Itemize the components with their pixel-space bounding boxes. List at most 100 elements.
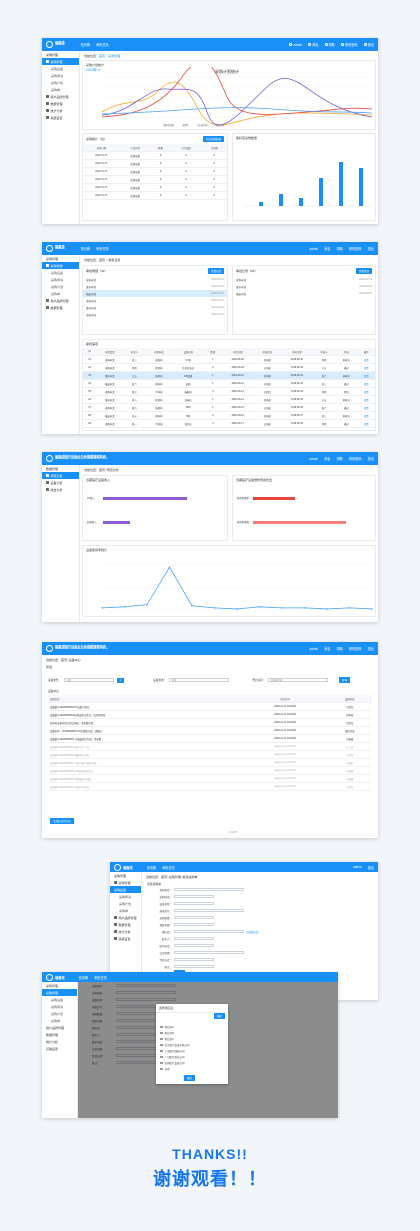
sidebar-item[interactable]: 采购管理 — [46, 983, 59, 988]
logout-button[interactable]: 退出 — [367, 457, 374, 461]
list-item[interactable]: 采购申请 2018-09-01 — [236, 278, 372, 282]
user-menu[interactable]: admin — [309, 246, 319, 251]
dialog-option[interactable]: 供应商C — [160, 1036, 224, 1042]
table-row[interactable]: 设备编号20180628008 DR设备保养完成 2018-11-11 10:36… — [48, 766, 372, 775]
form-input[interactable] — [174, 908, 244, 913]
nav-approve[interactable]: 审批任务 — [96, 43, 109, 47]
checkbox[interactable] — [160, 1025, 163, 1029]
table-row[interactable]: 设备编号20180628004 已报废登记完成，请查看 2018-11-11 10… — [48, 734, 372, 743]
form-input[interactable] — [174, 915, 214, 920]
sidebar-item[interactable]: 采购管理 — [110, 879, 141, 886]
sidebar-subitem[interactable]: 采购计划 — [51, 284, 64, 289]
form-input[interactable] — [116, 997, 176, 1002]
sidebar-subitem[interactable]: 采购单 — [119, 908, 129, 913]
dialog-option[interactable]: 其他 — [160, 1066, 224, 1072]
sidebar-item[interactable]: 数据管理 — [46, 466, 59, 471]
table-row[interactable]: 放射科设备申请已提交审核，请查看详情 2018-11-11 10:36:00 已提交 — [48, 718, 372, 727]
register-date-input[interactable]: 请选择时间 — [268, 677, 329, 683]
sidebar-item[interactable]: 基础设置 — [42, 114, 79, 121]
sidebar-item-active[interactable]: 增值分析 — [42, 472, 79, 479]
help-button[interactable]: 帮助 — [336, 457, 343, 461]
msg-button[interactable]: 消息 — [324, 457, 331, 461]
search-button[interactable]: 查询 — [339, 677, 351, 683]
logout-button[interactable]: 退出 — [367, 247, 374, 251]
sidebar-item[interactable]: 设备分析 — [42, 479, 79, 486]
table-row[interactable]: 02 采购申请 李四 检验科 生化分析仪 2 2018-08-09 已审批 2018-08-10… — [83, 363, 375, 372]
sidebar-item[interactable]: 统计分析 — [46, 1039, 59, 1044]
form-input[interactable] — [174, 901, 214, 906]
dialog-option[interactable]: 供应商A — [160, 1024, 224, 1030]
sidebar-subitem[interactable]: 采购申请 — [119, 894, 132, 899]
sidebar-subitem[interactable]: 采购单 — [51, 87, 61, 92]
nav-home[interactable]: 首页概 — [146, 865, 157, 870]
form-input[interactable] — [116, 990, 176, 995]
sidebar-item[interactable]: 采购管理 — [46, 52, 59, 57]
sidebar-subitem[interactable]: 采购设备 — [51, 270, 64, 275]
nav-home[interactable]: 首页概 — [80, 43, 91, 47]
form-input[interactable] — [174, 894, 214, 899]
sidebar-item[interactable]: 效益分析 — [42, 486, 79, 493]
sidebar-subitem[interactable]: 采购计划 — [51, 1011, 64, 1016]
form-input[interactable] — [174, 929, 244, 934]
sidebar-subitem[interactable]: 采购计划 — [119, 901, 132, 906]
pagination[interactable]: < 1 2 3 > — [228, 831, 238, 834]
table-row[interactable]: 05 采购申请 钱七 手术室 麻醉机 3 2018-08-13 已驳回 2018-08-14 李四… — [83, 387, 375, 396]
sidebar-item-active[interactable]: 采购管理 — [42, 262, 79, 269]
checkbox[interactable] — [160, 1043, 163, 1047]
form-input[interactable] — [174, 887, 244, 892]
table-row[interactable]: 设备名称：20180628003 CT机维修完成，请确认 2018-11-11 1… — [48, 726, 372, 735]
table-row[interactable]: 01 采购申请 张三 放射科 CT机 1 2018-08-08 待审批 2018-08-10 李四… — [83, 355, 375, 364]
sidebar-item[interactable]: 用户品牌管理 — [42, 93, 79, 100]
dialog-option[interactable]: 上海医疗器械公司 — [160, 1048, 224, 1054]
list-item[interactable]: 维修申请 2018-09-01 — [86, 285, 224, 289]
table-row[interactable]: 设备编号20180628007 生化分析仪巡检完成 2018-11-11 10:3… — [48, 758, 372, 767]
checkbox[interactable] — [160, 1031, 163, 1035]
sidebar-item[interactable]: 统计分析 — [42, 107, 79, 114]
form-input[interactable] — [116, 983, 176, 988]
dialog-option[interactable]: 供应商B — [160, 1030, 224, 1036]
checkbox[interactable] — [160, 1037, 163, 1041]
sidebar-subitem[interactable]: 采购申请 — [51, 1004, 64, 1009]
sidebar-subitem[interactable]: 采购设备 — [51, 66, 64, 71]
sidebar-item[interactable]: 采购管理 — [46, 256, 59, 261]
edit-password-button[interactable]: 修改密码 — [340, 42, 358, 47]
form-input[interactable] — [174, 964, 214, 969]
sidebar-subitem-active[interactable]: 采购设备 — [110, 886, 141, 893]
export-button[interactable]: 导出采购数量 — [202, 136, 224, 142]
sidebar-subitem[interactable]: 采购单 — [51, 291, 61, 296]
sidebar-item-active[interactable]: 采购管理 — [42, 989, 77, 996]
add-supplier-link[interactable]: 添加供应商 — [246, 930, 259, 934]
sidebar-item[interactable]: 数据管理 — [42, 304, 79, 311]
list-item[interactable]: 采购申请 2018-09-01 — [86, 299, 224, 303]
user-menu[interactable]: admin — [309, 646, 319, 651]
sidebar-subitem[interactable]: 采购计划 — [51, 80, 64, 85]
form-input[interactable] — [174, 950, 244, 955]
table-row[interactable]: 09 采购申请 郑一 手术室 监护仪 4 2018-08-17 已审批 2018-08-18 李四… — [83, 419, 375, 428]
sidebar-item-active[interactable]: 采购管理 — [42, 58, 79, 65]
edit-password-button[interactable]: 修改密码 — [348, 457, 362, 461]
msg-button[interactable]: 消息 — [324, 647, 331, 651]
type-dropdown-button[interactable]: ▾ — [116, 677, 125, 683]
list-item[interactable]: 维修申请 2018-09-01 — [236, 285, 372, 289]
sidebar-subitem[interactable]: 采购单 — [51, 1018, 61, 1023]
dialog-option[interactable]: 广州医疗科技公司 — [160, 1054, 224, 1060]
sidebar-item[interactable]: 采购管理 — [114, 873, 127, 878]
user-menu[interactable]: admin — [289, 43, 302, 47]
sidebar-item[interactable]: 统计分析 — [110, 928, 141, 935]
table-row[interactable]: 设备编号20180628002彩超设备已登记，请尽快审核 2018-11-11 1… — [48, 710, 372, 719]
user-menu[interactable]: admin — [309, 456, 319, 461]
table-row[interactable]: 04 报废申请 赵六 超声科 彩超 1 2018-08-12 已审批 2018-08-13 张三通… — [83, 379, 375, 388]
table-row[interactable]: 08 报废申请 吴十 超声科 B超 2 2018-08-16 待审批 2018-08-17 张三审… — [83, 411, 375, 420]
help-button[interactable]: 帮助 — [324, 42, 335, 47]
device-type-select[interactable]: 全部 — [63, 677, 114, 683]
checkbox[interactable] — [160, 1055, 163, 1059]
edit-password-button[interactable]: 修改密码 — [348, 647, 362, 651]
dialog-option[interactable]: 北京医疗设备有限公司 — [160, 1042, 224, 1048]
form-input[interactable] — [174, 957, 214, 962]
list-item[interactable]: 报废申请 2018-09-01 — [83, 290, 227, 297]
list-item[interactable]: 采购申请 2018-09-01 — [86, 313, 224, 317]
view-all-button[interactable]: 查看全部 — [207, 268, 224, 274]
checkbox[interactable] — [160, 1061, 163, 1065]
table-row[interactable]: 设备编号20180628005 监护仪已入库 2018-11-11 10:36:0… — [48, 742, 372, 751]
list-item[interactable]: 报废申请 2018-09-01 — [236, 292, 372, 296]
